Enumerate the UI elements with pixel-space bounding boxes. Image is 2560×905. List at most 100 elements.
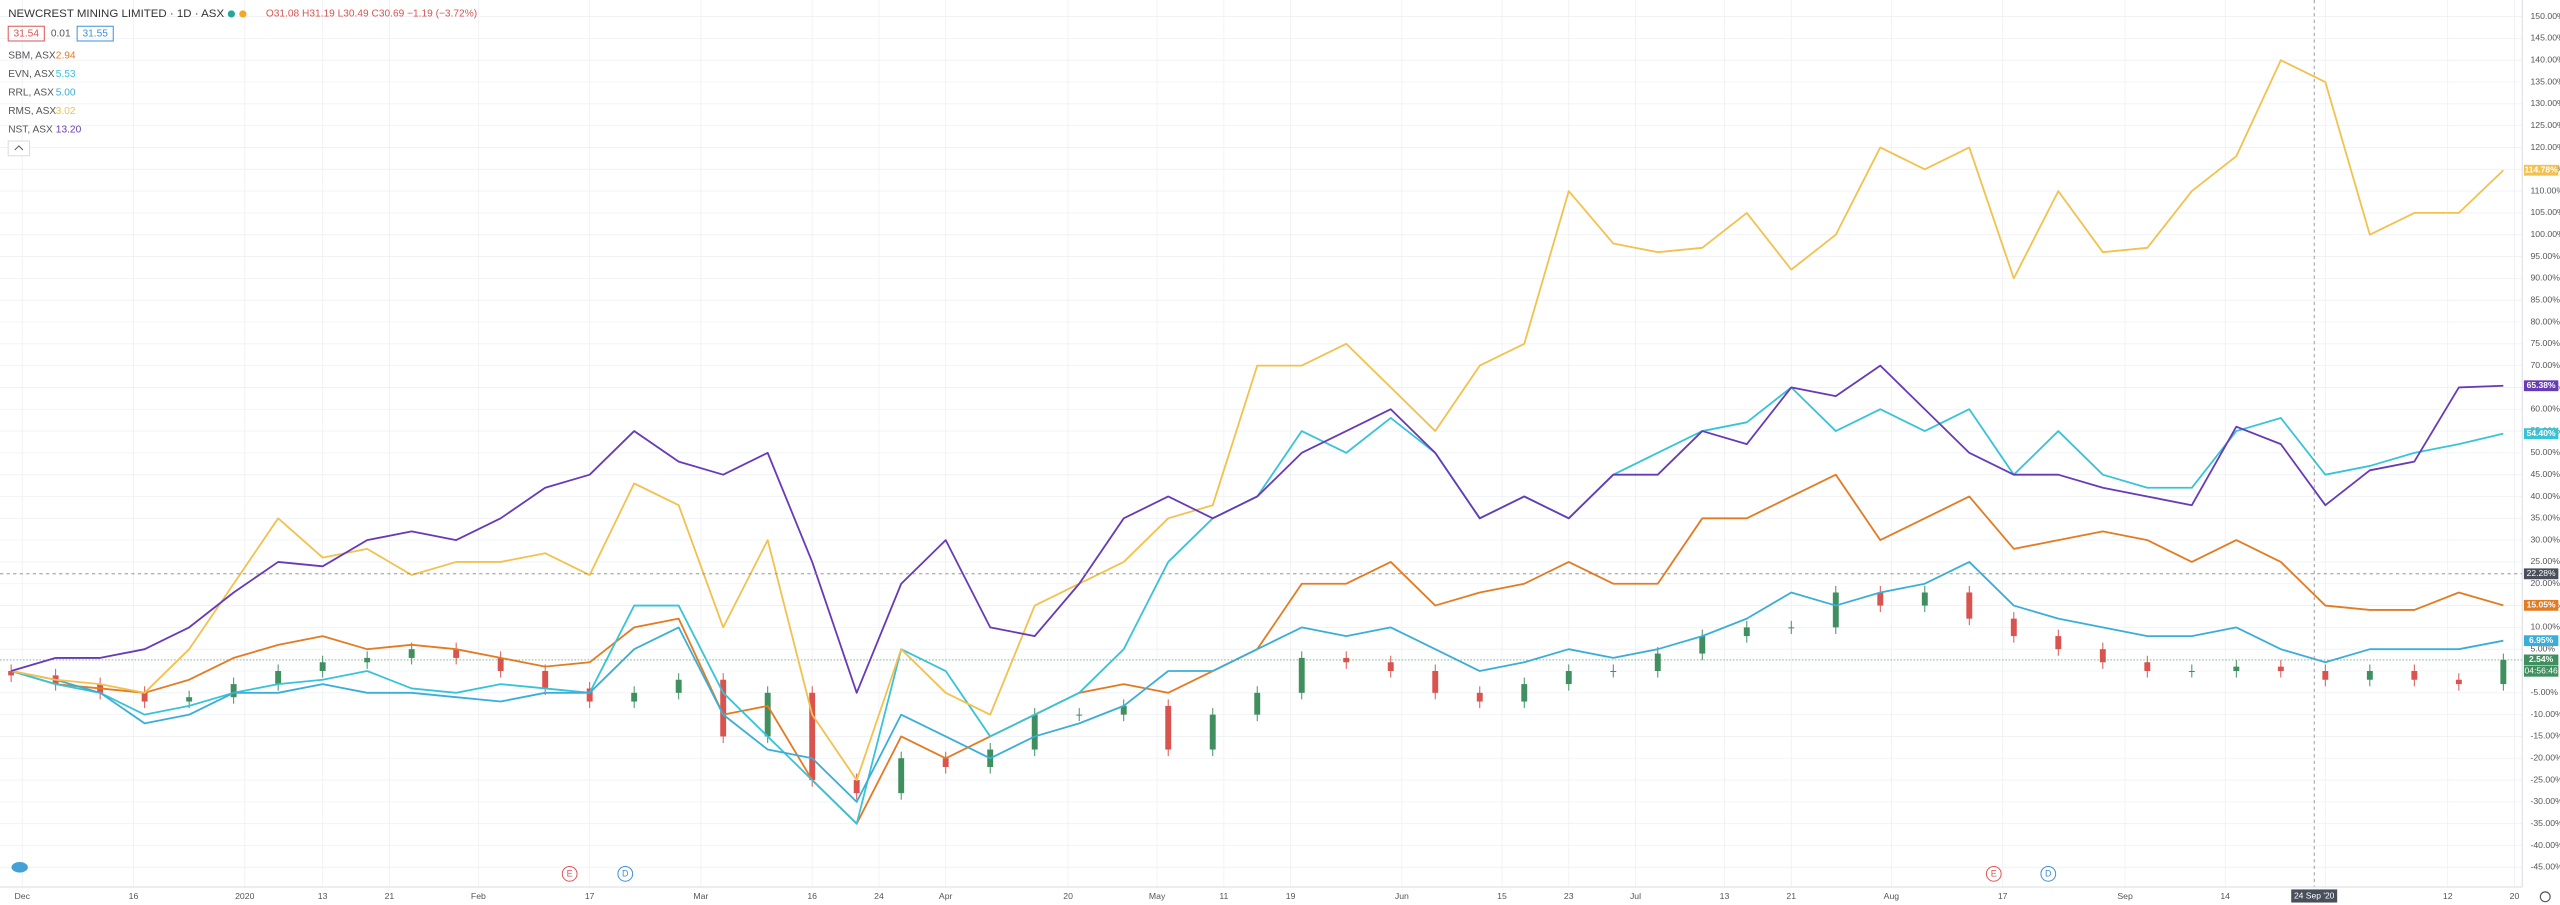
y-tick-label: 10.00% xyxy=(2530,622,2560,632)
y-tick-label: -45.00% xyxy=(2530,862,2560,872)
last-value-label: 114.78% xyxy=(2525,164,2559,174)
candle-body xyxy=(1565,671,1572,685)
last-value-label: 65.38% xyxy=(2527,380,2556,390)
axes: 150.00%145.00%140.00%135.00%130.00%125.0… xyxy=(15,11,2560,903)
event-marker[interactable] xyxy=(561,865,578,882)
candle-body xyxy=(853,780,860,794)
y-tick-label: 85.00% xyxy=(2530,294,2560,304)
candle-body xyxy=(186,697,193,702)
candle-body xyxy=(230,684,237,698)
x-tick-label: 16 xyxy=(807,891,817,901)
crosshair-y-box xyxy=(2523,568,2559,580)
y-tick-label: 70.00% xyxy=(2530,360,2560,370)
x-tick-label: 12 xyxy=(2443,891,2453,901)
y-tick-label: -35.00% xyxy=(2530,818,2560,828)
candle-body xyxy=(1877,592,1884,606)
x-tick-label: 2020 xyxy=(235,891,255,901)
legend-price: 3.02 xyxy=(56,106,76,117)
settings-icon[interactable] xyxy=(2539,891,2551,903)
legend-name[interactable]: SBM, ASX xyxy=(8,50,56,61)
event-marker[interactable] xyxy=(617,865,634,882)
candle-body xyxy=(1654,653,1661,672)
candle-body xyxy=(1832,592,1839,628)
y-tick-label: -40.00% xyxy=(2530,840,2560,850)
candle-body xyxy=(2010,618,2017,637)
legend: NEWCREST MINING LIMITED · 1D · ASX O31.0… xyxy=(7,8,477,157)
candle-body xyxy=(1788,627,1795,629)
ohlc: O31.08 H31.19 L30.49 C30.69 −1.19 (−3.72… xyxy=(266,9,477,20)
x-tick-label: 21 xyxy=(1786,891,1796,901)
event-marker[interactable] xyxy=(1985,865,2002,882)
x-tick-label: 21 xyxy=(385,891,395,901)
x-tick-label: Sep xyxy=(2117,891,2133,901)
collapse-button[interactable] xyxy=(7,140,31,157)
countdown-box xyxy=(2523,665,2559,677)
y-tick-label: 140.00% xyxy=(2530,55,2560,65)
candle-body xyxy=(275,671,282,685)
x-tick-label: 23 xyxy=(1564,891,1574,901)
candle-body xyxy=(141,692,148,702)
settings[interactable] xyxy=(2539,891,2551,903)
candle-body xyxy=(1610,671,1617,672)
x-tick-label: 13 xyxy=(1720,891,1730,901)
ask-box[interactable] xyxy=(76,25,114,42)
candle-body xyxy=(1743,627,1750,637)
legend-name[interactable]: RMS, ASX xyxy=(8,106,56,117)
candle-body xyxy=(1165,705,1172,750)
candle-body xyxy=(1076,714,1083,716)
countdown: 04:56:46 xyxy=(2525,665,2558,675)
candle-body xyxy=(408,649,415,658)
candle-body xyxy=(942,758,949,767)
x-tick-label: 17 xyxy=(585,891,595,901)
x-tick-label: Apr xyxy=(939,891,953,901)
last-value-box xyxy=(2523,428,2559,440)
y-tick-label: 120.00% xyxy=(2530,142,2560,152)
y-tick-label: 50.00% xyxy=(2530,447,2560,457)
y-tick-label: -20.00% xyxy=(2530,753,2560,763)
legend-name[interactable]: RRL, ASX xyxy=(8,87,54,98)
x-tick-label: 20 xyxy=(1063,891,1073,901)
candle-body xyxy=(364,657,371,663)
time-axis xyxy=(0,886,2560,905)
candle-body xyxy=(8,671,15,676)
y-tick-label: 145.00% xyxy=(2530,33,2560,43)
y-tick-label: 30.00% xyxy=(2530,534,2560,544)
legend-name[interactable]: NST, ASX xyxy=(8,125,53,136)
symbol-title[interactable]: NEWCREST MINING LIMITED · 1D · ASX xyxy=(8,8,224,20)
x-tick-label: 15 xyxy=(1497,891,1507,901)
y-tick-label: 90.00% xyxy=(2530,273,2560,283)
y-tick-label: 150.00% xyxy=(2530,11,2560,21)
event-marker[interactable] xyxy=(2040,865,2057,882)
candle-body xyxy=(1476,692,1483,702)
bid-box[interactable] xyxy=(7,25,45,42)
grid xyxy=(0,0,2523,887)
last-value-label: 2.54% xyxy=(2529,654,2554,664)
x-tick-label: Mar xyxy=(693,891,708,901)
candle-body xyxy=(453,649,460,658)
series-line xyxy=(10,561,2504,803)
crosshair-y-label: 22.28% xyxy=(2527,568,2556,578)
candle-body xyxy=(1120,705,1127,715)
event-label: E xyxy=(1991,869,1997,879)
logo xyxy=(11,862,28,873)
candle-body xyxy=(2144,662,2151,672)
candle-body xyxy=(1921,592,1928,606)
series-line xyxy=(10,59,2504,781)
candle-body xyxy=(2188,671,2195,672)
candle-body xyxy=(1432,671,1439,693)
candle-body xyxy=(2099,649,2106,663)
legend-name[interactable]: EVN, ASX xyxy=(8,69,55,80)
candle-body xyxy=(2455,679,2462,685)
y-tick-label: 95.00% xyxy=(2530,251,2560,261)
candle-body xyxy=(1209,714,1216,750)
series-line xyxy=(10,364,2504,694)
y-tick-label: 80.00% xyxy=(2530,316,2560,326)
last-value-box xyxy=(2523,654,2559,666)
candle-body xyxy=(2055,636,2062,650)
last-value-box xyxy=(2523,164,2559,176)
x-tick-label: Jul xyxy=(1630,891,1641,901)
candle-body xyxy=(631,692,638,702)
x-tick-label: 24 xyxy=(874,891,884,901)
